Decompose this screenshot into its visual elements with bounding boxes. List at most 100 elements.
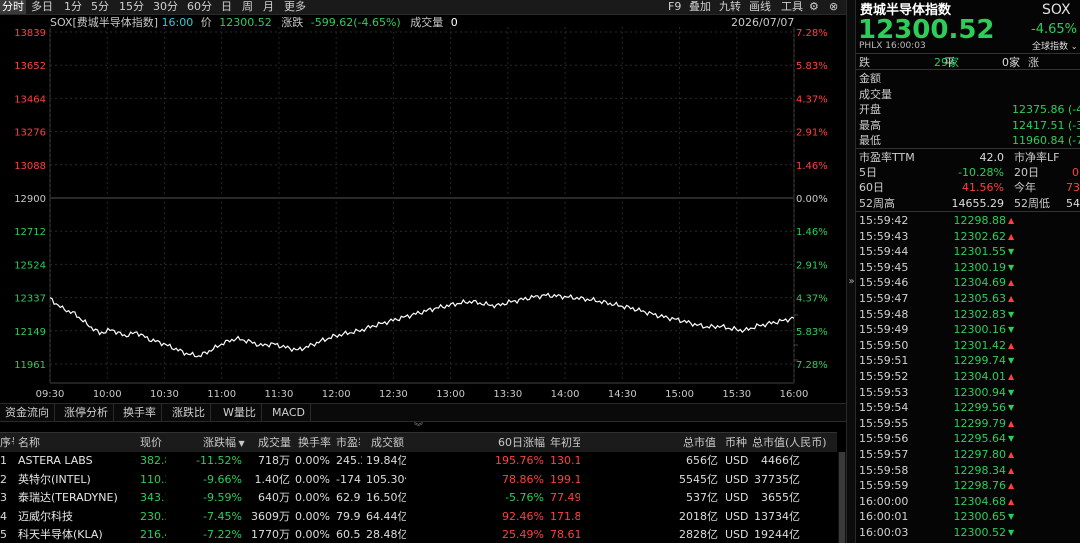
tab-60min[interactable]: 60分 [187,0,212,13]
arrow-up-icon: ▲ [1008,450,1015,459]
tick-row: 15:59:51 12299.74 ▼ [856,354,1080,368]
tick-price: 12300.19 [953,260,1007,274]
tick-time: 15:59:52 [859,370,909,383]
arrow-up-icon: ▲ [1008,294,1015,303]
tab-w-volume-ratio[interactable]: W量比 [218,404,262,422]
y-tick-right: 2.91% [796,260,828,271]
cell-mcap: 2018亿 [679,509,718,523]
stat-low-label: 最低 [859,134,881,147]
f9-button[interactable]: F9 [668,0,682,13]
tab-limit-analysis[interactable]: 涨停分析 [59,404,114,422]
col-pe[interactable]: 市盈率 [336,436,360,449]
intraday-chart[interactable]: 13839 13652 13464 13276 13088 12900 12712 12524… [0,15,846,402]
x-tick: 10:30 [150,389,179,400]
tab-more[interactable]: 更多 [284,0,306,13]
x-tick: 11:00 [207,389,236,400]
tab-1min[interactable]: 1分 [64,0,82,13]
y-axis-right: 7.28% 5.83% 4.37% 2.91% 1.46% 0.00% 1.46% 2.91%… [796,28,828,371]
table-row[interactable]: 4 迈威尔科技 230.3 -7.45% 3609万 0.00% 79.9 64.44亿 92.… [0,508,837,526]
col-mcap-cny[interactable]: 总市值(人民币) [752,436,827,449]
col-ytd[interactable]: 年初至今 [550,436,580,449]
tick-time: 15:59:58 [859,463,909,477]
tab-macd[interactable]: MACD [267,404,311,422]
close-icon[interactable]: ⊗ [829,0,839,13]
col-pct[interactable]: 涨跌幅 ▼ [203,436,245,449]
ytd-value: 73 [1066,181,1080,194]
expand-panel-icon[interactable]: » [848,276,855,287]
arrow-down-icon: ▼ [1008,262,1015,272]
col-name[interactable]: 名称 [18,436,40,449]
panel-divider[interactable]: » [846,0,856,543]
tick-price: 12300.52 [953,526,1007,539]
tick-time: 16:00:01 [859,510,909,524]
cell-d60: 92.46% [502,509,544,523]
col-currency[interactable]: 币种 [725,436,747,449]
tab-5min[interactable]: 5分 [91,0,109,13]
table-scrollbar[interactable] [838,452,846,543]
d60-value: 41.56% [962,181,1004,194]
tick-price: 12305.63 [953,292,1007,305]
tab-multi-day[interactable]: 多日 [31,0,53,13]
cell-pe: -174 [336,472,361,486]
col-volume[interactable]: 成交量 [258,436,291,449]
draw-line-button[interactable]: 画线 [749,0,771,13]
table-row[interactable]: 2 英特尔(INTEL) 110.3 -9.66% 1.40亿 0.00% -174 105.… [0,471,837,489]
pe-value: 42.0 [979,151,1005,164]
overlay-button[interactable]: 叠加 [689,0,711,13]
cell-turn: 0.00% [295,509,330,523]
cell-cur: USD [725,472,749,486]
cell-mcap-cny: 3655亿 [761,491,800,504]
chart-date: 2026/07/07 [731,16,795,29]
col-price[interactable]: 现价 [140,436,162,449]
quote-price: 12300.52 [858,15,995,45]
tick-time: 15:59:57 [859,448,909,461]
arrow-up-icon: ▲ [1008,496,1015,506]
tab-turnover[interactable]: 换手率 [118,404,162,422]
col-60d[interactable]: 60日涨幅 [498,436,545,449]
collapse-arrow-icon[interactable]: ︾ [414,423,424,433]
stat-high: 12417.51 (-3. [1012,119,1080,132]
global-index-link[interactable]: 全球指数 ⌄ [1032,42,1078,52]
cell-pct: -7.22% [203,528,242,541]
cell-cur: USD [725,509,749,523]
cell-pe: 245.2 [336,454,362,467]
tick-row: 16:00:01 12300.65 ▼ [856,510,1080,524]
cell-mcap: 537亿 [686,491,718,504]
tools-button[interactable]: 工具 [781,0,803,13]
gear-icon[interactable]: ⚙ [809,0,819,13]
scrollbar-thumb[interactable] [839,452,845,543]
table-row[interactable]: 5 科天半导体(KLA) 216.4 -7.22% 1770万 0.00% 60.5 28.4… [0,526,837,543]
tab-rise-fall-ratio[interactable]: 涨跌比 [167,404,211,422]
nine-turn-button[interactable]: 九转 [719,0,741,13]
tab-15min[interactable]: 15分 [119,0,144,13]
chart-grid [49,27,798,384]
arrow-down-icon: ▼ [1008,356,1015,366]
tab-fund-flow[interactable]: 资金流向 [0,404,55,422]
col-amount[interactable]: 成交额 [371,436,404,449]
y-tick-right: 0.00% [796,194,828,205]
tab-30min[interactable]: 30分 [153,0,178,13]
y-tick-left: 13839 [14,28,46,39]
stat-high-label: 最高 [859,119,881,132]
cell-pct: -7.45% [203,509,242,523]
tab-day[interactable]: 日 [221,0,232,13]
col-mcap[interactable]: 总市值 [683,436,716,449]
col-no[interactable]: 序号 [0,436,14,449]
cell-turn: 0.00% [295,454,330,467]
table-row[interactable]: 3 泰瑞达(TERADYNE) 343.1 -9.59% 640万 0.00% 62.9 16… [0,489,837,507]
d60-label: 60日 [859,181,884,194]
tab-week[interactable]: 周 [242,0,253,13]
table-row[interactable]: 1 ASTERA LABS 382.8 -11.52% 718万 0.00% 245.2 19… [0,452,837,470]
y-tick-left: 13276 [14,128,46,139]
col-turnover[interactable]: 换手率 [298,436,331,449]
d5-label: 5日 [859,166,877,179]
tab-month[interactable]: 月 [263,0,274,13]
tab-intraday[interactable]: 分时 [0,0,26,14]
tick-time: 15:59:48 [859,307,909,321]
cell-no: 3 [0,491,7,504]
tick-price: 12295.64 [953,432,1007,446]
x-tick: 15:30 [722,389,751,400]
cell-cur: USD [725,491,749,504]
tick-price: 12300.16 [953,323,1007,337]
tick-row: 15:59:54 12299.56 ▼ [856,401,1080,415]
